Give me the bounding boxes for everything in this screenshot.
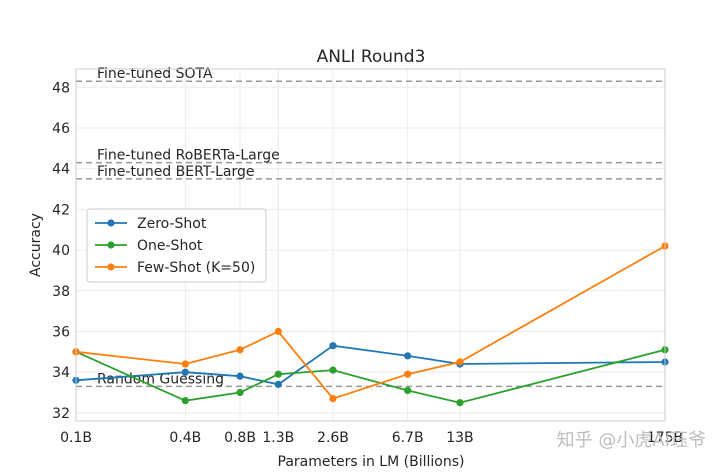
data-point xyxy=(236,388,244,397)
data-point xyxy=(456,399,464,407)
y-tick-label: 46 xyxy=(52,121,70,137)
reference-line-label: Fine-tuned SOTA xyxy=(97,66,213,82)
y-tick-label: 48 xyxy=(52,80,70,96)
chart-title: ANLI Round3 xyxy=(317,47,426,67)
watermark: 知乎 @小虎AI珏爷 xyxy=(557,430,706,451)
x-axis-ticks: 0.1B 0.4B 0.8B 1.3B 2.6B 6.7B 13B 175B xyxy=(60,430,683,446)
data-point xyxy=(236,346,244,354)
reference-line-label: Fine-tuned RoBERTa-Large xyxy=(97,148,280,164)
x-tick-label: 13B xyxy=(446,430,473,446)
legend-label: Zero-Shot xyxy=(137,216,207,232)
reference-line-label: Fine-tuned BERT-Large xyxy=(97,164,255,180)
data-point xyxy=(404,370,412,378)
legend-label: One-Shot xyxy=(137,238,203,254)
data-point xyxy=(329,342,337,350)
series-line xyxy=(75,245,666,400)
y-tick-label: 32 xyxy=(52,406,70,422)
data-point xyxy=(404,352,412,360)
x-tick-label: 1.3B xyxy=(262,430,294,446)
legend-label: Few-Shot (K=50) xyxy=(137,260,255,276)
data-point xyxy=(456,358,464,366)
series-line xyxy=(75,348,666,404)
x-tick-label: 2.6B xyxy=(317,430,349,446)
y-tick-label: 40 xyxy=(52,243,70,259)
x-tick-label: 6.7B xyxy=(392,430,424,446)
y-tick-label: 36 xyxy=(52,324,70,340)
series-layer xyxy=(72,242,669,407)
data-point xyxy=(181,397,189,405)
data-point xyxy=(329,366,337,374)
x-tick-label: 0.4B xyxy=(169,430,201,446)
data-point xyxy=(274,370,282,378)
legend-marker xyxy=(107,263,115,271)
y-tick-label: 34 xyxy=(52,365,70,381)
data-point xyxy=(274,380,282,388)
x-axis-label: Parameters in LM (Billions) xyxy=(278,454,465,470)
y-tick-label: 44 xyxy=(52,162,70,178)
y-axis-label: Accuracy xyxy=(28,213,44,277)
x-tick-label: 0.1B xyxy=(60,430,92,446)
y-tick-label: 42 xyxy=(52,202,70,218)
legend-marker xyxy=(107,219,115,227)
data-point xyxy=(181,360,189,368)
y-tick-label: 38 xyxy=(52,284,70,300)
data-point xyxy=(274,327,282,336)
legend: Zero-Shot One-Shot Few-Shot (K=50) xyxy=(86,208,267,283)
x-tick-label: 175B xyxy=(647,430,683,446)
data-point xyxy=(236,372,244,380)
data-point xyxy=(404,386,412,395)
x-tick-label: 0.8B xyxy=(224,430,256,446)
data-point xyxy=(181,368,189,376)
plot-frame xyxy=(75,68,666,422)
data-point xyxy=(329,395,337,403)
y-axis-ticks: 32 34 36 38 40 42 44 46 48 xyxy=(52,80,70,422)
legend-box xyxy=(86,208,267,283)
legend-marker xyxy=(107,241,115,249)
